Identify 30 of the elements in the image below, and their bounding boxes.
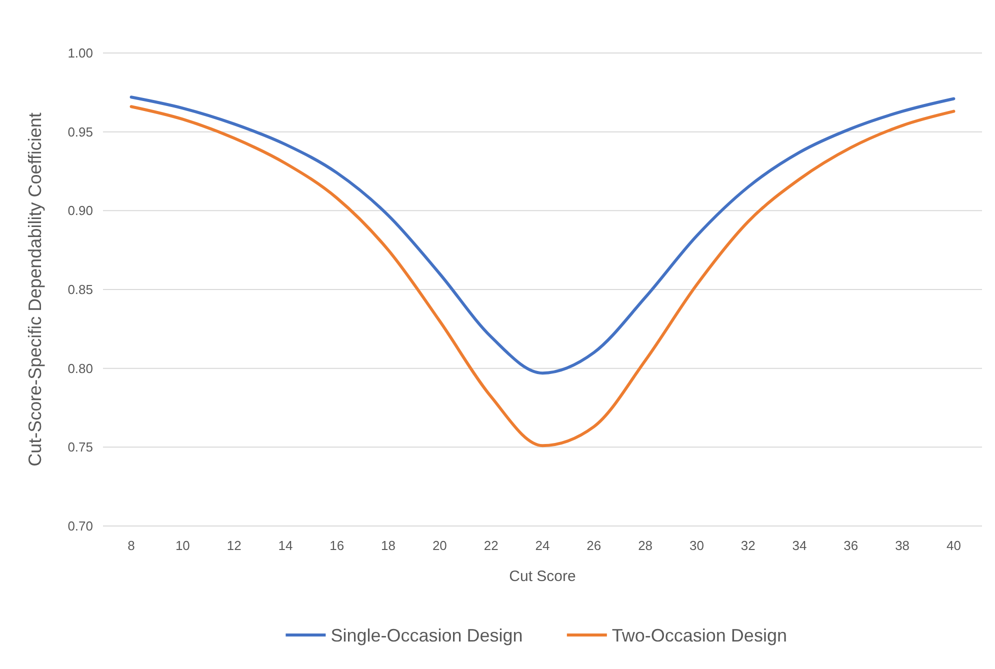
x-tick-label: 28 xyxy=(638,538,653,553)
x-tick-label: 32 xyxy=(740,538,756,553)
x-tick-label: 24 xyxy=(535,538,550,553)
x-tick-label: 34 xyxy=(792,538,807,553)
y-tick-label: 0.80 xyxy=(68,360,93,376)
y-tick-label: 0.75 xyxy=(68,440,93,455)
y-axis-title: Cut-Score-Specific Dependability Coefficient xyxy=(25,112,45,466)
legend-label: Single-Occasion Design xyxy=(330,625,523,646)
x-axis-title: Cut Score xyxy=(509,568,576,585)
x-tick-label: 40 xyxy=(946,538,961,553)
legend-label: Two-Occasion Design xyxy=(612,625,787,646)
y-tick-label: 0.90 xyxy=(68,203,93,218)
x-tick-label: 38 xyxy=(895,538,910,553)
y-tick-label: 0.70 xyxy=(68,518,93,534)
x-tick-label: 14 xyxy=(278,538,293,553)
y-tick-label: 0.95 xyxy=(68,124,93,140)
x-tick-label: 22 xyxy=(484,538,498,553)
x-tick-label: 18 xyxy=(381,538,396,553)
x-tick-label: 26 xyxy=(586,538,602,553)
line-series xyxy=(130,105,956,448)
x-tick-label: 8 xyxy=(128,538,135,553)
y-tick-label: 1.00 xyxy=(68,46,93,61)
x-tick-label: 12 xyxy=(226,538,242,553)
x-tick-label: 20 xyxy=(432,538,447,553)
x-tick-label: 16 xyxy=(330,538,344,553)
x-tick-label: 30 xyxy=(689,538,704,553)
y-tick-label: 0.85 xyxy=(68,282,93,298)
line-series xyxy=(130,96,956,375)
x-tick-label: 10 xyxy=(175,538,190,553)
x-tick-label: 36 xyxy=(844,538,858,553)
